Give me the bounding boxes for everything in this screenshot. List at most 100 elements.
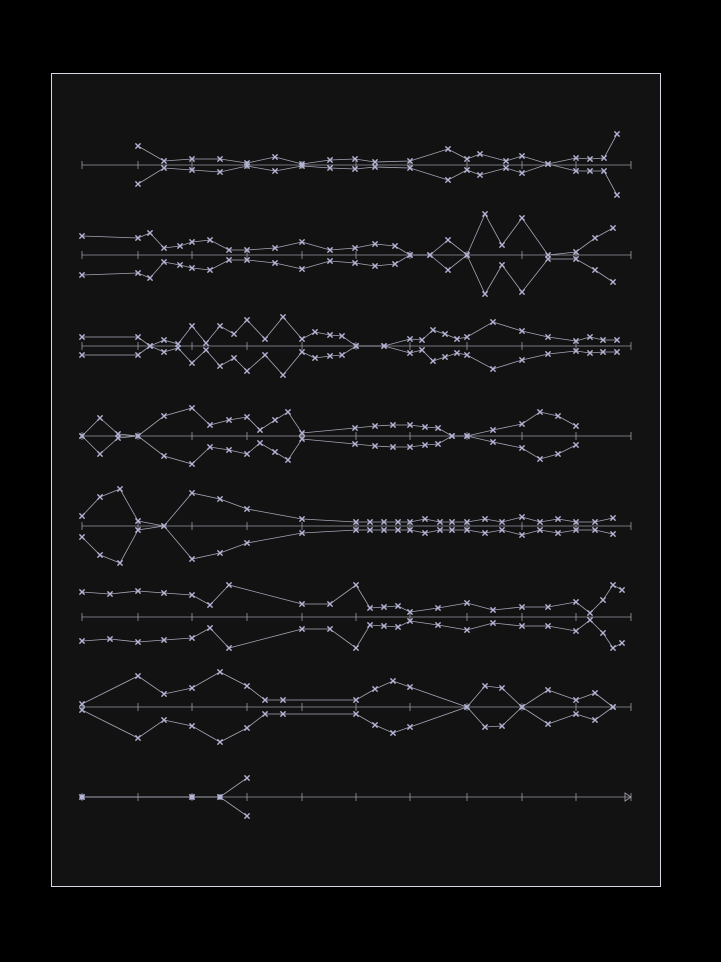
- x-mark-stroke: [586, 167, 594, 175]
- x-mark-icon: [216, 362, 224, 370]
- x-mark-stroke: [116, 559, 124, 567]
- x-mark-icon: [188, 404, 196, 412]
- staff-3: [78, 313, 632, 379]
- x-mark-icon: [351, 259, 359, 267]
- x-mark-stroke: [518, 327, 526, 335]
- x-mark-icon: [351, 440, 359, 448]
- x-mark-stroke: [481, 529, 489, 537]
- x-mark-icon: [572, 518, 580, 526]
- x-mark-icon: [188, 322, 196, 330]
- x-mark-stroke: [380, 518, 388, 526]
- x-mark-icon: [481, 529, 489, 537]
- x-mark-icon: [371, 422, 379, 430]
- x-mark-icon: [160, 636, 168, 644]
- x-mark-stroke: [554, 412, 562, 420]
- x-mark-icon: [618, 586, 626, 594]
- x-mark-stroke: [116, 485, 124, 493]
- x-mark-stroke: [351, 259, 359, 267]
- x-mark-icon: [160, 589, 168, 597]
- x-mark-stroke: [481, 210, 489, 218]
- x-mark-stroke: [572, 598, 580, 606]
- x-mark-icon: [298, 600, 306, 608]
- x-mark-stroke: [489, 426, 497, 434]
- x-mark-icon: [78, 432, 86, 440]
- x-mark-stroke: [114, 434, 122, 442]
- x-mark-icon: [326, 625, 334, 633]
- x-mark-icon: [279, 313, 287, 321]
- x-mark-stroke: [518, 703, 526, 711]
- x-mark-stroke: [498, 241, 506, 249]
- x-mark-stroke: [351, 424, 359, 432]
- x-mark-stroke: [298, 162, 306, 170]
- x-mark-stroke: [243, 413, 251, 421]
- x-mark-stroke: [188, 634, 196, 642]
- x-mark-icon: [463, 155, 471, 163]
- x-mark-icon: [544, 622, 552, 630]
- contour-lower: [81, 706, 614, 743]
- x-mark-stroke: [243, 367, 251, 375]
- x-mark-stroke: [613, 336, 621, 344]
- x-mark-stroke: [225, 581, 233, 589]
- x-mark-stroke: [544, 350, 552, 358]
- x-mark-icon: [380, 342, 388, 350]
- x-mark-stroke: [489, 619, 497, 627]
- x-mark-stroke: [394, 518, 402, 526]
- x-mark-icon: [206, 266, 214, 274]
- x-mark-icon: [380, 603, 388, 611]
- x-mark-stroke: [216, 322, 224, 330]
- x-mark-icon: [298, 162, 306, 170]
- x-mark-stroke: [78, 232, 86, 240]
- x-mark-stroke: [216, 155, 224, 163]
- x-mark-icon: [476, 171, 484, 179]
- x-mark-icon: [389, 421, 397, 429]
- x-mark-stroke: [134, 269, 142, 277]
- x-mark-stroke: [391, 260, 399, 268]
- x-mark-stroke: [591, 518, 599, 526]
- x-mark-icon: [311, 328, 319, 336]
- x-mark-stroke: [554, 515, 562, 523]
- x-mark-stroke: [618, 639, 626, 647]
- x-mark-icon: [160, 244, 168, 252]
- x-mark-icon: [298, 348, 306, 356]
- node-dot-icon: [189, 794, 195, 800]
- x-mark-icon: [114, 434, 122, 442]
- x-mark-stroke: [544, 603, 552, 611]
- paper-frame: [51, 73, 661, 887]
- x-mark-stroke: [591, 689, 599, 697]
- x-mark-icon: [572, 422, 580, 430]
- x-mark-stroke: [586, 155, 594, 163]
- x-mark-icon: [544, 720, 552, 728]
- x-mark-icon: [609, 278, 617, 286]
- x-mark-stroke: [380, 603, 388, 611]
- x-mark-stroke: [481, 723, 489, 731]
- x-mark-stroke: [160, 716, 168, 724]
- x-mark-stroke: [243, 682, 251, 690]
- x-mark-stroke: [298, 529, 306, 537]
- x-mark-stroke: [444, 266, 452, 274]
- x-mark-stroke: [298, 160, 306, 168]
- x-mark-stroke: [498, 526, 506, 534]
- x-mark-icon: [609, 224, 617, 232]
- x-mark-icon: [216, 668, 224, 676]
- x-mark-stroke: [188, 166, 196, 174]
- x-mark-icon: [586, 349, 594, 357]
- x-mark-stroke: [609, 581, 617, 589]
- x-mark-icon: [216, 495, 224, 503]
- contour-lower: [81, 254, 614, 295]
- x-mark-stroke: [78, 351, 86, 359]
- x-mark-icon: [489, 438, 497, 446]
- x-mark-icon: [418, 346, 426, 354]
- x-mark-stroke: [613, 130, 621, 138]
- x-mark-stroke: [498, 518, 506, 526]
- x-mark-icon: [599, 629, 607, 637]
- x-mark-stroke: [613, 191, 621, 199]
- x-mark-icon: [256, 439, 264, 447]
- x-mark-stroke: [572, 441, 580, 449]
- x-mark-icon: [434, 440, 442, 448]
- x-mark-stroke: [518, 214, 526, 222]
- x-mark-stroke: [326, 257, 334, 265]
- x-mark-icon: [176, 261, 184, 269]
- x-mark-icon: [298, 335, 306, 343]
- x-mark-icon: [146, 274, 154, 282]
- x-mark-icon: [586, 609, 594, 617]
